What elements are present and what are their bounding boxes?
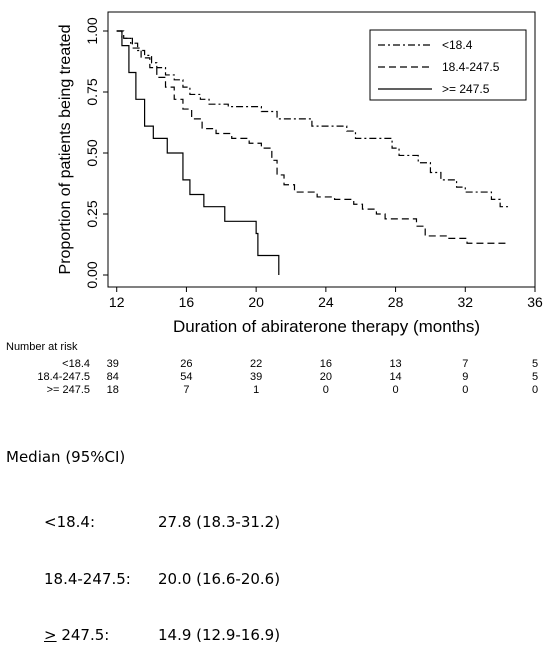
plot-frame: [107, 11, 536, 288]
median-title: Median (95%CI): [6, 448, 126, 466]
median-value: 14.9 (12.9-16.9): [158, 626, 281, 644]
y-tick-label: 0.75: [84, 78, 100, 105]
y-tick-label: 1.00: [84, 17, 100, 44]
risk-value: 7: [462, 358, 469, 370]
risk-value: 14: [389, 371, 402, 383]
risk-value: 5: [531, 358, 539, 370]
x-tick-label: 32: [457, 294, 473, 310]
x-tick-label: 24: [318, 294, 334, 310]
risk-value: 0: [531, 384, 539, 396]
risk-value: 7: [183, 384, 190, 396]
series-line-0: [116, 30, 509, 208]
series-line-1: [116, 30, 509, 244]
km-chart: 0.00 0.25 0.50 0.75 1.00 12 16 20 24 28 32 36 Durati…: [57, 11, 543, 336]
y-axis-label: Proportion of patients being treated: [57, 25, 74, 275]
risk-value: 5: [531, 371, 539, 383]
y-tick-label: 0.50: [84, 139, 100, 166]
legend-box: [369, 29, 527, 101]
risk-value: 1: [253, 384, 260, 396]
risk-value: 26: [180, 358, 193, 370]
y-tick-label: 0.25: [84, 200, 100, 227]
number-at-risk-title: Number at risk: [6, 341, 78, 353]
legend-label: <18.4: [442, 38, 473, 52]
median-value: 27.8 (18.3-31.2): [158, 513, 281, 531]
median-label-rest: 247.5:: [56, 626, 110, 644]
risk-value: 0: [322, 384, 329, 396]
risk-value: 16: [319, 358, 332, 370]
risk-value: 39: [106, 358, 119, 370]
series-line-2: [116, 30, 280, 275]
x-tick-label: 16: [179, 294, 195, 310]
risk-value: 0: [462, 384, 469, 396]
risk-value: 9: [462, 371, 469, 383]
risk-value: 0: [392, 384, 399, 396]
risk-value: 20: [319, 371, 332, 383]
y-tick-label: 0.00: [84, 261, 100, 288]
x-tick-label: 12: [109, 294, 125, 310]
risk-value: 22: [250, 358, 263, 370]
risk-value: 18: [106, 384, 119, 396]
legend: <18.4 18.4-247.5 >= 247.5: [369, 29, 527, 101]
median-value: 20.0 (16.6-20.6): [158, 570, 281, 588]
risk-value: 13: [389, 358, 402, 370]
x-tick-label: 36: [527, 294, 543, 310]
number-at-risk-table: Number at risk <18.4 39 26 22 16 13 7 5 18.4-247…: [0, 338, 550, 408]
risk-value: 39: [250, 371, 263, 383]
risk-value: 84: [106, 371, 119, 383]
x-tick-label: 28: [388, 294, 404, 310]
median-label: > 247.5:: [44, 626, 109, 644]
series-layer: [116, 30, 509, 275]
median-label: 18.4-247.5:: [44, 570, 131, 588]
median-label: <18.4:: [44, 513, 96, 531]
axes-layer: 0.00 0.25 0.50 0.75 1.00 12 16 20 24 28 32 36 Durati…: [57, 11, 543, 336]
legend-label: >= 247.5: [442, 82, 490, 96]
risk-value: 54: [180, 371, 193, 383]
x-tick-label: 20: [248, 294, 264, 310]
x-axis-label: Duration of abiraterone therapy (months): [173, 317, 480, 336]
risk-row-label: 18.4-247.5: [37, 371, 90, 383]
legend-label: 18.4-247.5: [442, 60, 500, 74]
risk-row-label: <18.4: [62, 358, 90, 370]
median-label-symbol: >: [44, 626, 57, 644]
risk-row-label: >= 247.5: [46, 384, 90, 396]
